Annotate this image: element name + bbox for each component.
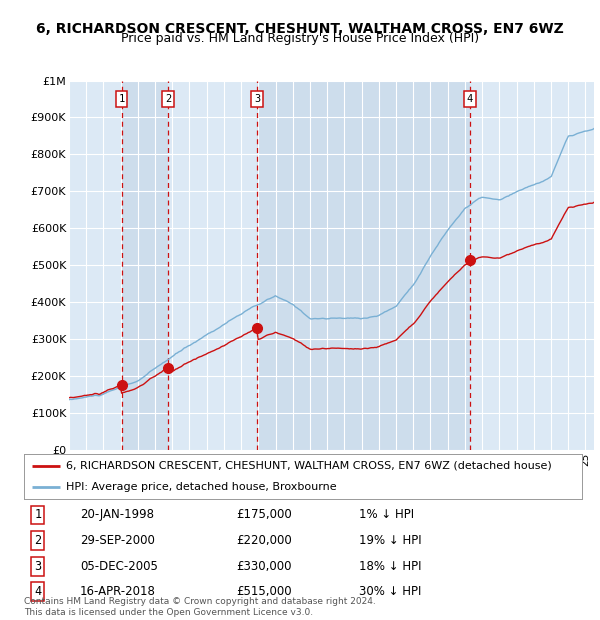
Text: HPI: Average price, detached house, Broxbourne: HPI: Average price, detached house, Brox… [66, 482, 337, 492]
Text: £330,000: £330,000 [236, 560, 292, 573]
Text: 1: 1 [118, 94, 125, 104]
Text: 20-JAN-1998: 20-JAN-1998 [80, 508, 154, 521]
Bar [257, 81, 470, 450]
Text: 30% ↓ HPI: 30% ↓ HPI [359, 585, 421, 598]
Text: Contains HM Land Registry data © Crown copyright and database right 2024.
This d: Contains HM Land Registry data © Crown c… [24, 598, 376, 617]
Text: 3: 3 [254, 94, 260, 104]
Text: 4: 4 [34, 585, 41, 598]
Text: 05-DEC-2005: 05-DEC-2005 [80, 560, 158, 573]
Text: £220,000: £220,000 [236, 534, 292, 547]
Text: 2: 2 [34, 534, 41, 547]
Text: £175,000: £175,000 [236, 508, 292, 521]
Text: 4: 4 [467, 94, 473, 104]
Text: 1% ↓ HPI: 1% ↓ HPI [359, 508, 414, 521]
Text: 2: 2 [165, 94, 171, 104]
Bar [122, 81, 168, 450]
Text: 16-APR-2018: 16-APR-2018 [80, 585, 155, 598]
Text: £515,000: £515,000 [236, 585, 292, 598]
Text: 1: 1 [34, 508, 41, 521]
Text: 6, RICHARDSON CRESCENT, CHESHUNT, WALTHAM CROSS, EN7 6WZ: 6, RICHARDSON CRESCENT, CHESHUNT, WALTHA… [36, 22, 564, 36]
Text: Price paid vs. HM Land Registry's House Price Index (HPI): Price paid vs. HM Land Registry's House … [121, 32, 479, 45]
Text: 19% ↓ HPI: 19% ↓ HPI [359, 534, 421, 547]
Text: 3: 3 [34, 560, 41, 573]
Text: 29-SEP-2000: 29-SEP-2000 [80, 534, 155, 547]
Text: 6, RICHARDSON CRESCENT, CHESHUNT, WALTHAM CROSS, EN7 6WZ (detached house): 6, RICHARDSON CRESCENT, CHESHUNT, WALTHA… [66, 461, 551, 471]
Text: 18% ↓ HPI: 18% ↓ HPI [359, 560, 421, 573]
